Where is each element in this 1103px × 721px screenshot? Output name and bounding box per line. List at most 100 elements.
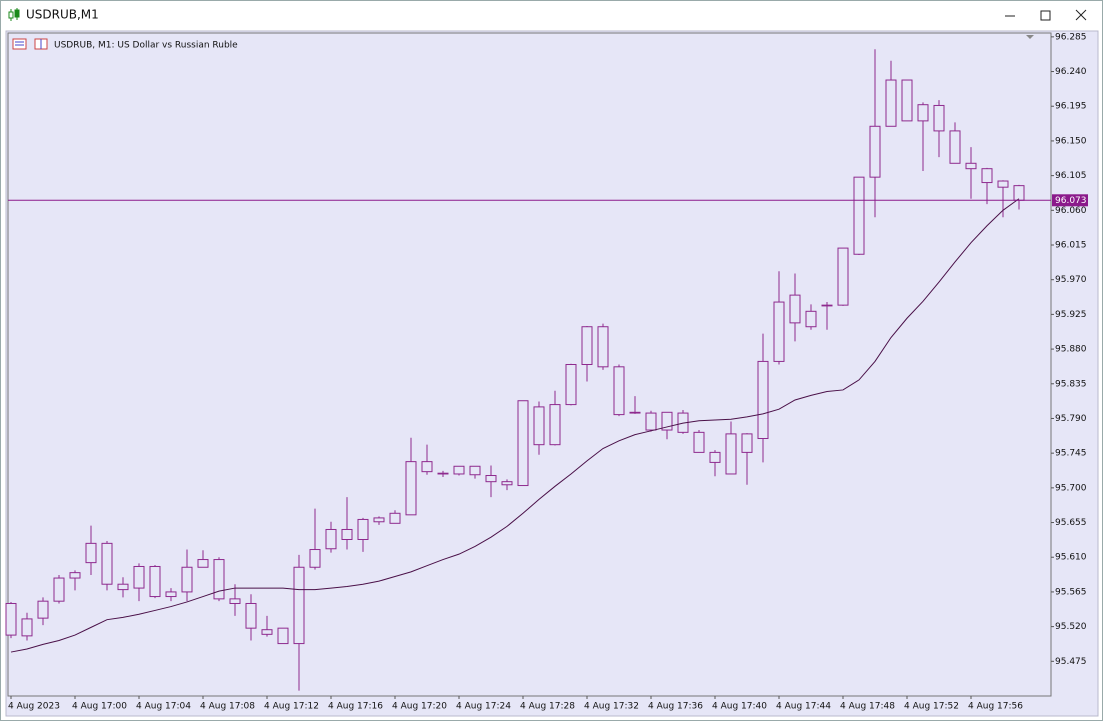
x-tick-label: 4 Aug 17:28: [520, 702, 575, 712]
candle-body: [53, 577, 65, 602]
candle-body: [133, 565, 145, 589]
x-tick-label: 4 Aug 17:44: [776, 702, 831, 712]
chart-title: USDRUB, M1: US Dollar vs Russian Ruble: [54, 41, 238, 51]
candle-body: [613, 366, 625, 416]
candle-body: [581, 326, 593, 366]
x-tick-label: 4 Aug 17:52: [904, 702, 959, 712]
x-tick-label: 4 Aug 17:24: [456, 702, 511, 712]
candle-body: [469, 465, 481, 476]
candle-body: [981, 168, 993, 184]
candle-body: [197, 559, 209, 568]
candle-body: [5, 602, 17, 636]
candle-body: [885, 79, 897, 127]
y-tick-label: 95.700: [1055, 483, 1087, 493]
last-price-box: [1052, 194, 1088, 207]
y-tick-label: 95.970: [1055, 275, 1087, 285]
candle-body: [149, 565, 161, 598]
y-tick-label: 96.060: [1055, 206, 1087, 216]
candle-body: [949, 130, 961, 164]
candle-body: [101, 542, 113, 585]
candle-body: [309, 549, 321, 568]
candle-body: [1013, 185, 1025, 201]
candle-body: [485, 475, 497, 483]
x-tick-label: 4 Aug 17:00: [72, 702, 127, 712]
y-tick-label: 96.285: [1055, 32, 1087, 42]
x-tick-label: 4 Aug 2023: [8, 702, 60, 712]
candle-body: [421, 461, 433, 473]
candle-body: [853, 176, 865, 255]
window-title: USDRUB,M1: [26, 8, 99, 22]
candle-body: [357, 518, 369, 541]
candle-body: [629, 411, 641, 414]
candle-body: [85, 542, 97, 564]
scroll-marker: [1026, 35, 1034, 39]
y-tick-label: 96.150: [1055, 136, 1087, 146]
candle-body: [213, 559, 225, 600]
y-tick-label: 95.835: [1055, 379, 1087, 389]
candle-body: [741, 433, 753, 453]
y-tick-label: 95.880: [1055, 345, 1087, 355]
maximize-button[interactable]: [1040, 10, 1051, 21]
candle-body: [37, 600, 49, 619]
candle-body: [837, 247, 849, 306]
candle-body: [389, 512, 401, 524]
y-tick-label: 95.790: [1055, 414, 1087, 424]
candle-body: [789, 294, 801, 324]
close-button[interactable]: [1075, 9, 1087, 21]
x-tick-label: 4 Aug 17:48: [840, 702, 895, 712]
candle-body: [117, 583, 129, 591]
candle-body: [693, 431, 705, 453]
candle-body: [997, 180, 1009, 188]
y-tick-label: 96.105: [1055, 171, 1087, 181]
moving-average: [10, 198, 1020, 653]
candle-body: [69, 572, 81, 579]
candle-body: [517, 400, 529, 487]
x-tick-label: 4 Aug 17:20: [392, 702, 447, 712]
candle-body: [21, 618, 33, 637]
x-tick-label: 4 Aug 17:12: [264, 702, 319, 712]
app-icon: [8, 8, 20, 21]
candle-body: [181, 566, 193, 593]
candle-body: [597, 326, 609, 368]
y-tick-label: 95.745: [1055, 449, 1087, 459]
y-tick-label: 95.925: [1055, 310, 1087, 320]
y-tick-label: 96.195: [1055, 102, 1087, 112]
candle-body: [549, 404, 561, 446]
x-tick-label: 4 Aug 17:16: [328, 702, 383, 712]
candle-body: [709, 451, 721, 463]
y-tick-label: 95.655: [1055, 518, 1087, 528]
candle-body: [341, 528, 353, 541]
x-tick-label: 4 Aug 17:04: [136, 702, 191, 712]
candle-body: [325, 528, 337, 550]
candle-body: [757, 360, 769, 440]
candle-body: [405, 461, 417, 516]
chart-icons: [12, 38, 48, 50]
candle-body: [373, 517, 385, 523]
candle-body: [821, 304, 833, 307]
candle-body: [869, 125, 881, 178]
x-tick-label: 4 Aug 17:36: [648, 702, 703, 712]
candle-body: [261, 629, 273, 635]
candle-body: [565, 364, 577, 406]
plot-border: [7, 32, 1052, 697]
y-tick-label: 95.520: [1055, 622, 1087, 632]
candle-body: [533, 406, 545, 446]
candle-body: [901, 79, 913, 122]
y-tick-label: 95.610: [1055, 553, 1087, 563]
candle-body: [965, 162, 977, 170]
x-tick-label: 4 Aug 17:56: [968, 702, 1023, 712]
candle-body: [293, 566, 305, 645]
candle-body: [805, 310, 817, 328]
last-price-label: 96.073: [1055, 196, 1087, 206]
candle-body: [645, 412, 657, 431]
candle-body: [437, 472, 449, 475]
candle-body: [917, 104, 929, 122]
candle-body: [501, 481, 513, 486]
x-tick-label: 4 Aug 17:40: [712, 702, 767, 712]
chart-area: [5, 30, 1099, 717]
candle-body: [165, 591, 177, 598]
x-tick-label: 4 Aug 17:32: [584, 702, 639, 712]
y-tick-label: 96.240: [1055, 67, 1087, 77]
